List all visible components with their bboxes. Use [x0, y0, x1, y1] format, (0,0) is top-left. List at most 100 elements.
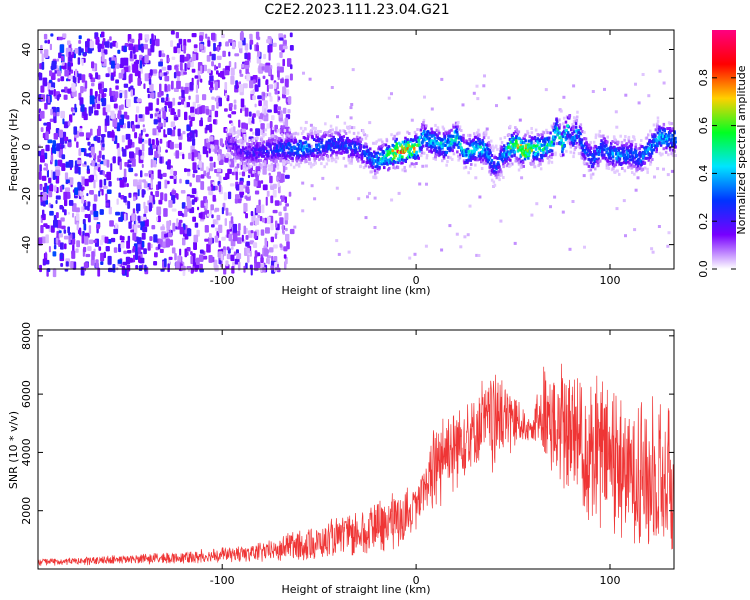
- noise-cell: [72, 212, 75, 218]
- noise-cell: [63, 121, 69, 129]
- signal-cell: [518, 137, 521, 141]
- noise-cell: [238, 184, 244, 192]
- snr-y-label: SNR (10 * v/v): [7, 411, 20, 489]
- signal-cell: [409, 145, 413, 149]
- signal-cell: [667, 153, 670, 157]
- noise-cell: [100, 98, 104, 103]
- noise-cell: [228, 233, 233, 242]
- noise-cell: [283, 246, 288, 252]
- noise-cell: [225, 260, 229, 267]
- signal-cell: [228, 161, 231, 165]
- signal-cell: [325, 140, 328, 144]
- signal-cell: [260, 137, 264, 141]
- noise-cell: [103, 88, 108, 92]
- noise-cell: [149, 236, 153, 241]
- signal-cell: [530, 146, 533, 150]
- signal-cell: [278, 153, 281, 157]
- signal-cell: [436, 141, 440, 145]
- signal-cell: [226, 132, 229, 136]
- signal-cell: [353, 144, 357, 148]
- signal-cell: [408, 151, 411, 154]
- noise-cell: [55, 199, 58, 204]
- signal-cell: [602, 134, 605, 138]
- signal-cell: [430, 139, 433, 143]
- signal-cell: [227, 138, 231, 142]
- noise-cell: [63, 94, 68, 100]
- noise-cell: [116, 198, 119, 205]
- halo-cell: [357, 197, 361, 201]
- signal-cell: [460, 147, 463, 151]
- signal-cell: [246, 146, 250, 150]
- signal-cell: [237, 153, 241, 157]
- signal-cell: [627, 165, 630, 169]
- noise-cell: [67, 226, 70, 234]
- signal-cell: [535, 147, 538, 151]
- signal-cell: [445, 163, 448, 167]
- halo-cell: [670, 169, 674, 173]
- signal-cell: [230, 151, 234, 155]
- signal-cell: [436, 126, 440, 130]
- noise-cell: [57, 159, 63, 167]
- noise-cell: [274, 200, 280, 206]
- signal-cell: [527, 156, 530, 160]
- halo-cell: [424, 244, 428, 248]
- halo-cell: [476, 97, 480, 101]
- halo-cell: [520, 176, 524, 180]
- noise-cell: [84, 178, 89, 187]
- signal-cell: [278, 148, 282, 152]
- signal-cell: [558, 126, 561, 130]
- signal-cell: [264, 157, 267, 161]
- signal-cell: [292, 138, 296, 142]
- signal-cell: [623, 169, 627, 173]
- signal-cell: [467, 142, 470, 146]
- noise-cell: [51, 60, 57, 69]
- signal-cell: [643, 146, 646, 150]
- signal-cell: [637, 159, 641, 163]
- signal-cell: [487, 152, 490, 156]
- signal-cell: [607, 167, 611, 170]
- noise-cell: [257, 51, 261, 57]
- signal-cell: [370, 170, 373, 174]
- noise-cell: [85, 132, 91, 138]
- noise-cell: [149, 69, 153, 76]
- noise-cell: [251, 116, 254, 124]
- signal-cell: [388, 166, 391, 170]
- signal-cell: [384, 143, 388, 147]
- noise-cell: [108, 206, 112, 215]
- noise-cell: [50, 108, 53, 116]
- halo-cell: [495, 104, 498, 108]
- noise-cell: [266, 190, 270, 197]
- signal-cell: [522, 164, 525, 168]
- noise-cell: [109, 220, 114, 227]
- noise-cell: [219, 138, 223, 146]
- signal-cell: [671, 151, 674, 155]
- signal-cell: [469, 166, 472, 170]
- signal-cell: [447, 145, 450, 149]
- signal-cell: [478, 142, 481, 146]
- noise-cell: [66, 78, 69, 82]
- signal-cell: [620, 140, 624, 144]
- noise-cell: [249, 80, 254, 89]
- noise-cell: [153, 119, 158, 125]
- signal-cell: [648, 139, 652, 143]
- signal-cell: [280, 143, 284, 146]
- noise-cell: [232, 233, 238, 242]
- signal-cell: [538, 139, 541, 143]
- noise-cell: [274, 90, 279, 95]
- signal-cell: [238, 151, 242, 155]
- noise-cell: [239, 191, 245, 196]
- signal-cell: [358, 148, 362, 152]
- noise-cell: [49, 184, 54, 192]
- colorbar-label: Normalized spectral amplitude: [735, 65, 748, 234]
- noise-cell: [58, 129, 63, 138]
- noise-cell: [214, 235, 219, 243]
- noise-cell: [105, 73, 110, 78]
- noise-cell: [87, 214, 91, 223]
- signal-cell: [663, 141, 666, 145]
- signal-cell: [349, 147, 353, 151]
- signal-cell: [611, 140, 614, 143]
- noise-cell: [97, 155, 100, 163]
- signal-cell: [539, 158, 542, 162]
- signal-cell: [252, 141, 256, 145]
- signal-cell: [307, 153, 310, 157]
